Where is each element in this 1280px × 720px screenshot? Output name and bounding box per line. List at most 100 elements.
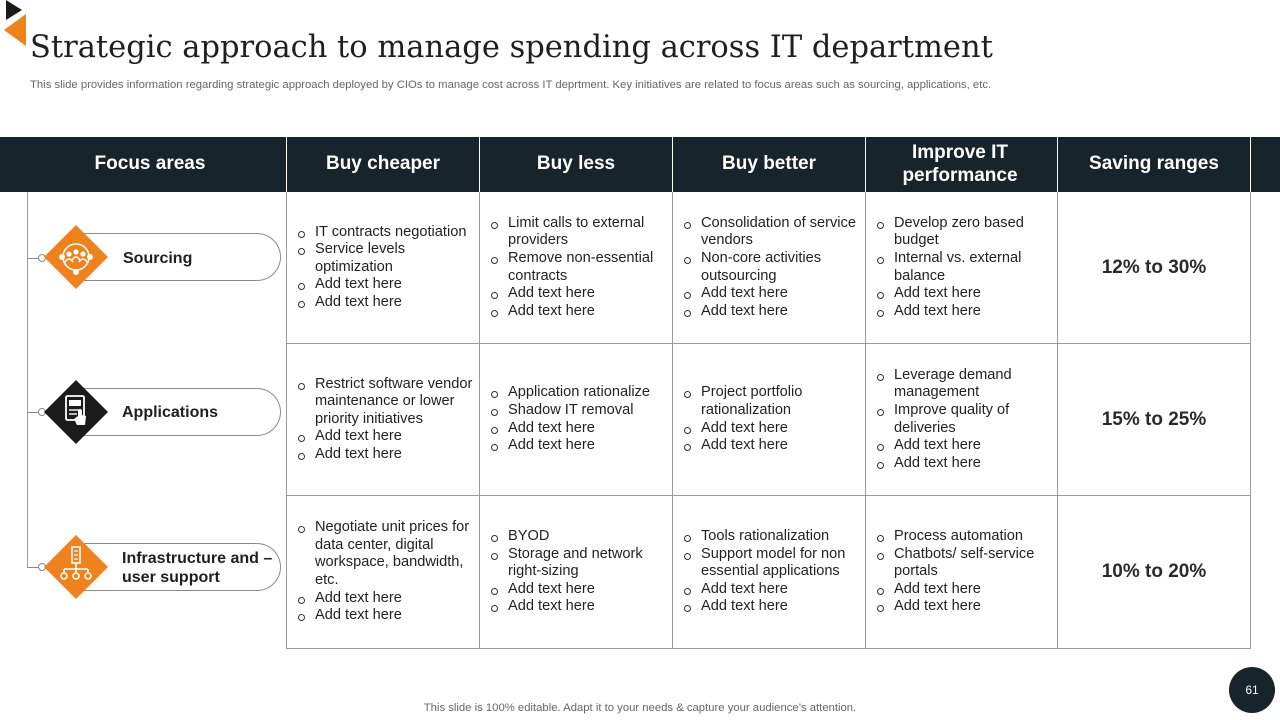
bullet-list: Tools rationalization Support model for … (683, 528, 861, 616)
cell-sourcing-buy-less: Limit calls to external providers Remove… (480, 192, 672, 343)
list-item: Add text here (490, 285, 668, 303)
cell-applications-buy-better: Project portfolio rationalization Add te… (673, 344, 865, 495)
list-item: Tools rationalization (683, 528, 861, 546)
cell-infrastructure-buy-less: BYOD Storage and network right-sizing Ad… (480, 496, 672, 648)
bullet-list: Application rationalize Shadow IT remova… (490, 384, 650, 454)
header-divider (865, 137, 866, 192)
cell-applications-buy-less: Application rationalize Shadow IT remova… (480, 344, 672, 495)
grid-line (286, 495, 1251, 496)
list-item: Application rationalize (490, 384, 650, 402)
focus-spine (27, 192, 28, 568)
touch-screen-icon (44, 380, 108, 444)
focus-label-applications: Applications (122, 404, 219, 421)
grid-line (865, 192, 866, 649)
list-item: Storage and network right-sizing (490, 546, 668, 581)
bullet-list: Process automation Chatbots/ self-servic… (876, 528, 1053, 616)
page-subtitle: This slide provides information regardin… (30, 79, 992, 91)
header-divider (672, 137, 673, 192)
bullet-list: IT contracts negotiation Service levels … (297, 224, 475, 312)
page-number-badge: 61 (1229, 667, 1275, 713)
list-item: Add text here (876, 437, 1053, 455)
cell-applications-improve-it: Leverage demand management Improve quali… (866, 344, 1057, 495)
list-item: Non-core activities outsourcing (683, 250, 861, 285)
list-item: Add text here (297, 446, 475, 464)
list-item: Add text here (490, 581, 668, 599)
list-item: Add text here (683, 303, 861, 321)
list-item: Consolidation of service vendors (683, 215, 861, 250)
focus-pill-applications (76, 388, 281, 436)
grid-line (479, 192, 480, 649)
cell-infrastructure-buy-cheaper: Negotiate unit prices for data center, d… (287, 496, 479, 648)
bullet-list: BYOD Storage and network right-sizing Ad… (490, 528, 668, 616)
grid-line (286, 192, 287, 649)
saving-range-infrastructure: 10% to 20% (1101, 561, 1207, 582)
list-item: BYOD (490, 528, 668, 546)
list-item: Add text here (490, 303, 668, 321)
list-item: Internal vs. external balance (876, 250, 1053, 285)
bullet-list: Leverage demand management Improve quali… (876, 367, 1053, 473)
list-item: Process automation (876, 528, 1053, 546)
header-focus-areas: Focus areas (94, 153, 206, 175)
header-improve-it-performance: Improve IT performance (902, 141, 1018, 186)
focus-pill-sourcing (76, 233, 281, 281)
connector-line (28, 567, 42, 568)
bullet-list: Develop zero based budget Internal vs. e… (876, 215, 1053, 321)
header-divider (1250, 137, 1251, 192)
list-item: Shadow IT removal (490, 402, 650, 420)
list-item: Leverage demand management (876, 367, 1053, 402)
header-divider (1057, 137, 1058, 192)
list-item: Add text here (876, 598, 1053, 616)
header-divider (479, 137, 480, 192)
cell-infrastructure-buy-better: Tools rationalization Support model for … (673, 496, 865, 648)
list-item: Add text here (683, 598, 861, 616)
list-item: Remove non-essential contracts (490, 250, 668, 285)
connector-line (28, 412, 42, 413)
list-item: Add text here (683, 581, 861, 599)
bullet-list: Restrict software vendor maintenance or … (297, 376, 475, 464)
list-item: Add text here (876, 455, 1053, 473)
cell-sourcing-buy-better: Consolidation of service vendors Non-cor… (673, 192, 865, 343)
list-item: Add text here (490, 598, 668, 616)
list-item: Restrict software vendor maintenance or … (297, 376, 475, 429)
grid-line (1250, 192, 1251, 649)
grid-line (286, 648, 1251, 649)
list-item: Improve quality of deliveries (876, 402, 1053, 437)
list-item: Add text here (683, 420, 861, 438)
bullet-list: Consolidation of service vendors Non-cor… (683, 215, 861, 321)
table-header (0, 137, 1280, 192)
grid-line (286, 343, 1251, 344)
list-item: Chatbots/ self-service portals (876, 546, 1053, 581)
connector-line (28, 258, 42, 259)
people-network-icon (44, 225, 108, 289)
bullet-list: Project portfolio rationalization Add te… (683, 384, 861, 454)
footer-note: This slide is 100% editable. Adapt it to… (423, 702, 857, 714)
list-item: Develop zero based budget (876, 215, 1053, 250)
list-item: Limit calls to external providers (490, 215, 668, 250)
list-item: Add text here (490, 420, 650, 438)
list-item: IT contracts negotiation (297, 224, 475, 242)
list-item: Add text here (683, 437, 861, 455)
header-buy-better: Buy better (722, 153, 816, 175)
cell-applications-buy-cheaper: Restrict software vendor maintenance or … (287, 344, 479, 495)
list-item: Add text here (297, 294, 475, 312)
grid-line (1057, 192, 1058, 649)
list-item: Add text here (297, 590, 475, 608)
list-item: Add text here (297, 428, 475, 446)
saving-range-applications: 15% to 25% (1101, 408, 1207, 430)
list-item: Add text here (683, 285, 861, 303)
page-title: Strategic approach to manage spending ac… (30, 30, 993, 65)
cell-sourcing-improve-it: Develop zero based budget Internal vs. e… (866, 192, 1057, 343)
building-network-icon (44, 535, 108, 599)
list-item: Add text here (297, 607, 475, 625)
logo-icon (4, 0, 26, 46)
header-buy-less: Buy less (536, 153, 616, 175)
list-item: Add text here (297, 276, 475, 294)
list-item: Project portfolio rationalization (683, 384, 861, 419)
saving-range-sourcing: 12% to 30% (1101, 256, 1207, 278)
focus-label-infrastructure: Infrastructure and – user support (122, 550, 273, 586)
list-item: Add text here (876, 285, 1053, 303)
focus-label-sourcing: Sourcing (123, 250, 193, 267)
header-buy-cheaper: Buy cheaper (325, 153, 441, 175)
grid-line (672, 192, 673, 649)
header-saving-ranges: Saving ranges (1089, 153, 1219, 175)
